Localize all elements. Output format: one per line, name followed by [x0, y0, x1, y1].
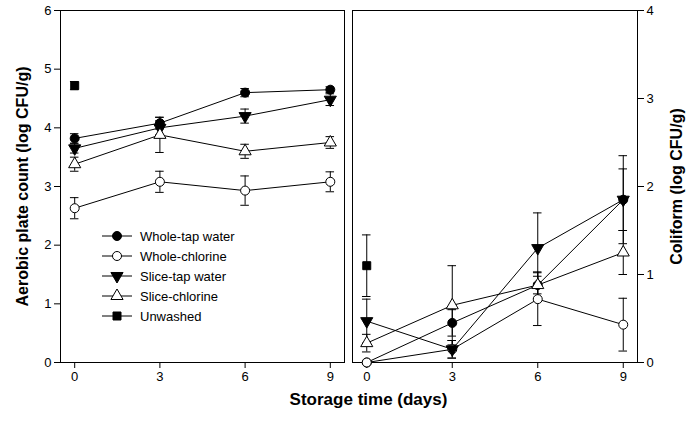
svg-text:2: 2 — [44, 237, 51, 252]
svg-text:3: 3 — [449, 369, 456, 384]
svg-text:9: 9 — [327, 369, 334, 384]
svg-text:Aerobic plate count (log CFU/g: Aerobic plate count (log CFU/g) — [14, 67, 31, 307]
svg-text:0: 0 — [363, 369, 370, 384]
html-text:Slice-tap water: Slice-tap water — [140, 268, 226, 284]
svg-text:Coliform (log CFU/g): Coliform (log CFU/g) — [668, 108, 685, 264]
svg-text:4: 4 — [647, 3, 654, 18]
svg-text:3: 3 — [647, 91, 654, 106]
svg-text:6: 6 — [241, 369, 248, 384]
html-text:Storage time (days): Storage time (days) — [289, 390, 448, 409]
html-text:Unwashed: Unwashed — [140, 308, 202, 324]
svg-text:6: 6 — [534, 369, 541, 384]
svg-text:6: 6 — [44, 3, 51, 18]
html-text:Slice-chlorine: Slice-chlorine — [140, 288, 218, 304]
svg-text:5: 5 — [44, 61, 51, 76]
html-text:Whole-chlorine: Whole-chlorine — [140, 248, 227, 264]
svg-text:1: 1 — [647, 267, 654, 282]
svg-text:4: 4 — [44, 120, 51, 135]
svg-text:0: 0 — [647, 355, 654, 370]
svg-text:1: 1 — [44, 296, 51, 311]
svg-text:0: 0 — [71, 369, 78, 384]
html-text:Whole-tap water: Whole-tap water — [140, 228, 235, 244]
svg-text:9: 9 — [620, 369, 627, 384]
svg-text:3: 3 — [44, 179, 51, 194]
svg-text:0: 0 — [44, 355, 51, 370]
svg-text:2: 2 — [647, 179, 654, 194]
svg-text:3: 3 — [156, 369, 163, 384]
